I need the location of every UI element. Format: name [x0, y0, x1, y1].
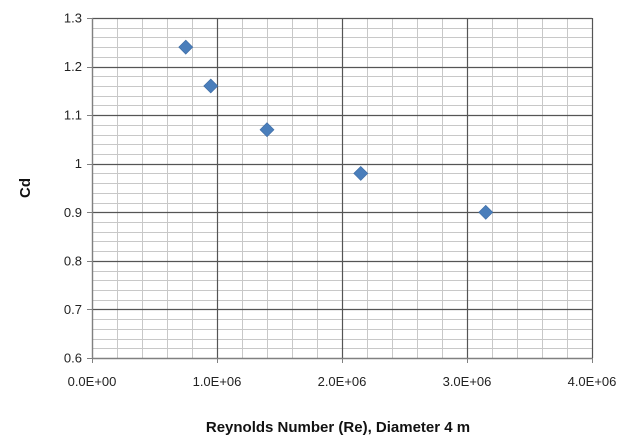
x-tick-labels: 0.0E+00 1.0E+06 2.0E+06 3.0E+06 4.0E+06 [68, 374, 617, 389]
data-point-diamond [259, 122, 275, 138]
y-tick-label: 1 [75, 156, 82, 171]
data-point-diamond [203, 78, 219, 94]
x-tick-label: 3.0E+06 [443, 374, 492, 389]
data-points [178, 39, 494, 220]
y-tick-label: 0.9 [64, 205, 82, 220]
y-tick-label: 0.7 [64, 302, 82, 317]
axes [87, 18, 593, 363]
x-tick-label: 1.0E+06 [193, 374, 242, 389]
y-tick-label: 1.1 [64, 108, 82, 123]
y-tick-label: 0.8 [64, 253, 82, 268]
data-point-diamond [178, 39, 194, 55]
y-axis-title: Cd [17, 178, 34, 198]
y-tick-label: 1.3 [64, 11, 82, 26]
y-tick-labels: 0.6 0.7 0.8 0.9 1 1.1 1.2 1.3 [64, 11, 82, 366]
x-tick-label: 4.0E+06 [568, 374, 617, 389]
y-tick-label: 0.6 [64, 351, 82, 366]
y-tick-label: 1.2 [64, 59, 82, 74]
x-tick-label: 2.0E+06 [318, 374, 367, 389]
data-point-diamond [478, 204, 494, 220]
x-axis-title: Reynolds Number (Re), Diameter 4 m [206, 419, 470, 436]
x-tick-label: 0.0E+00 [68, 374, 117, 389]
data-point-diamond [353, 166, 369, 181]
